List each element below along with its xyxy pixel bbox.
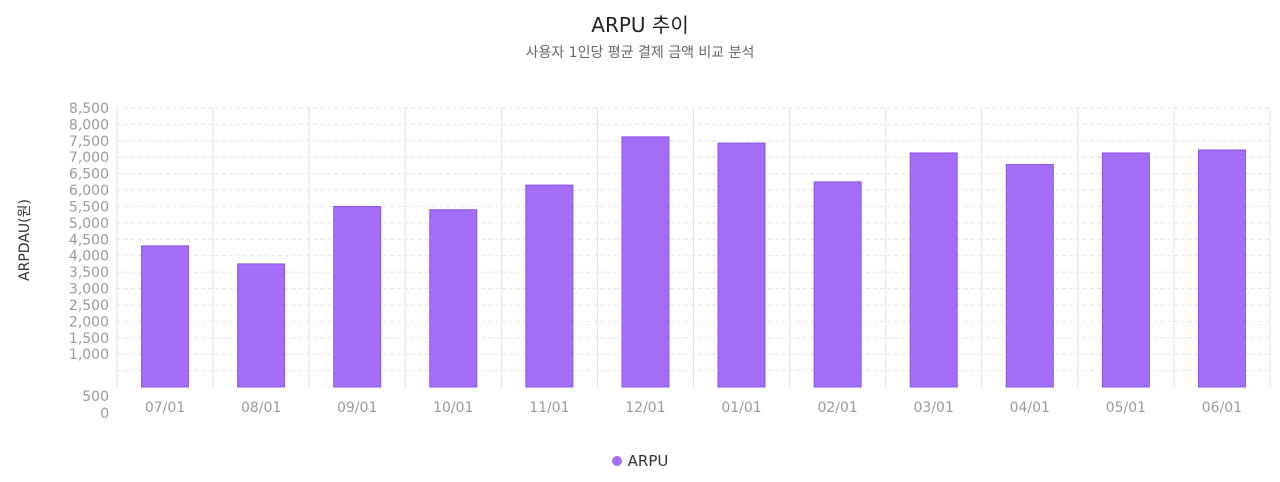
x-tick-label: 09/01 [337,400,377,416]
bar-07-01[interactable] [141,245,190,388]
y-tick-label: 0 [100,406,109,422]
y-tick-label: 8,500 [69,101,109,117]
bar-04-01[interactable] [1005,163,1054,388]
bar-01-01[interactable] [717,142,766,388]
y-tick-label: 6,500 [69,167,109,183]
bar-06-01[interactable] [1197,149,1246,388]
bar-03-01[interactable] [909,152,958,388]
y-tick-label: 7,500 [69,134,109,150]
x-tick-label: 11/01 [529,400,569,416]
legend-swatch-icon [611,456,622,466]
legend-item-arpu[interactable]: ARPU [611,452,669,470]
x-tick-label: 08/01 [241,400,281,416]
x-tick-label: 01/01 [721,400,761,416]
x-tick-label: 06/01 [1202,400,1242,416]
legend: ARPU [0,452,1280,470]
y-tick-label: 3,500 [69,265,109,281]
y-tick-label: 1,000 [69,347,109,363]
y-tick-label: 3,000 [69,282,109,298]
y-tick-label: 6,000 [69,183,109,199]
chart-title: ARPU 추이 [591,13,689,37]
bars [141,136,1246,388]
x-axis-ticks: 07/01 08/01 09/01 10/01 11/01 12/01 01/01 02/01… [145,400,1242,416]
y-tick-label: 2,500 [69,298,109,314]
bar-12-01[interactable] [621,136,670,388]
y-tick-label: 7,000 [69,150,109,166]
y-axis-title: ARPDAU(원) [17,199,33,281]
legend-label: ARPU [627,452,669,470]
grid-lines [116,107,1271,387]
bar-11-01[interactable] [525,184,574,388]
bar-05-01[interactable] [1101,152,1150,388]
x-tick-label: 10/01 [433,400,473,416]
x-tick-label: 03/01 [914,400,954,416]
chart-subtitle: 사용자 1인당 평균 결제 금액 비교 분석 [525,45,755,61]
y-tick-label: 5,500 [69,199,109,215]
bar-08-01[interactable] [237,263,286,388]
bar-10-01[interactable] [429,209,478,388]
y-tick-label: 5,000 [69,216,109,232]
x-tick-label: 07/01 [145,400,185,416]
x-tick-label: 02/01 [817,400,857,416]
bar-09-01[interactable] [333,205,382,388]
bar-02-01[interactable] [813,181,862,388]
y-tick-label: 8,000 [69,117,109,133]
y-tick-label: 4,000 [69,249,109,265]
x-tick-label: 12/01 [625,400,665,416]
x-tick-label: 05/01 [1106,400,1146,416]
y-tick-label: 2,000 [69,314,109,330]
x-tick-label: 04/01 [1010,400,1050,416]
y-tick-label: 1,500 [69,331,109,347]
y-tick-label: 500 [82,389,109,405]
y-tick-label: 4,500 [69,232,109,248]
